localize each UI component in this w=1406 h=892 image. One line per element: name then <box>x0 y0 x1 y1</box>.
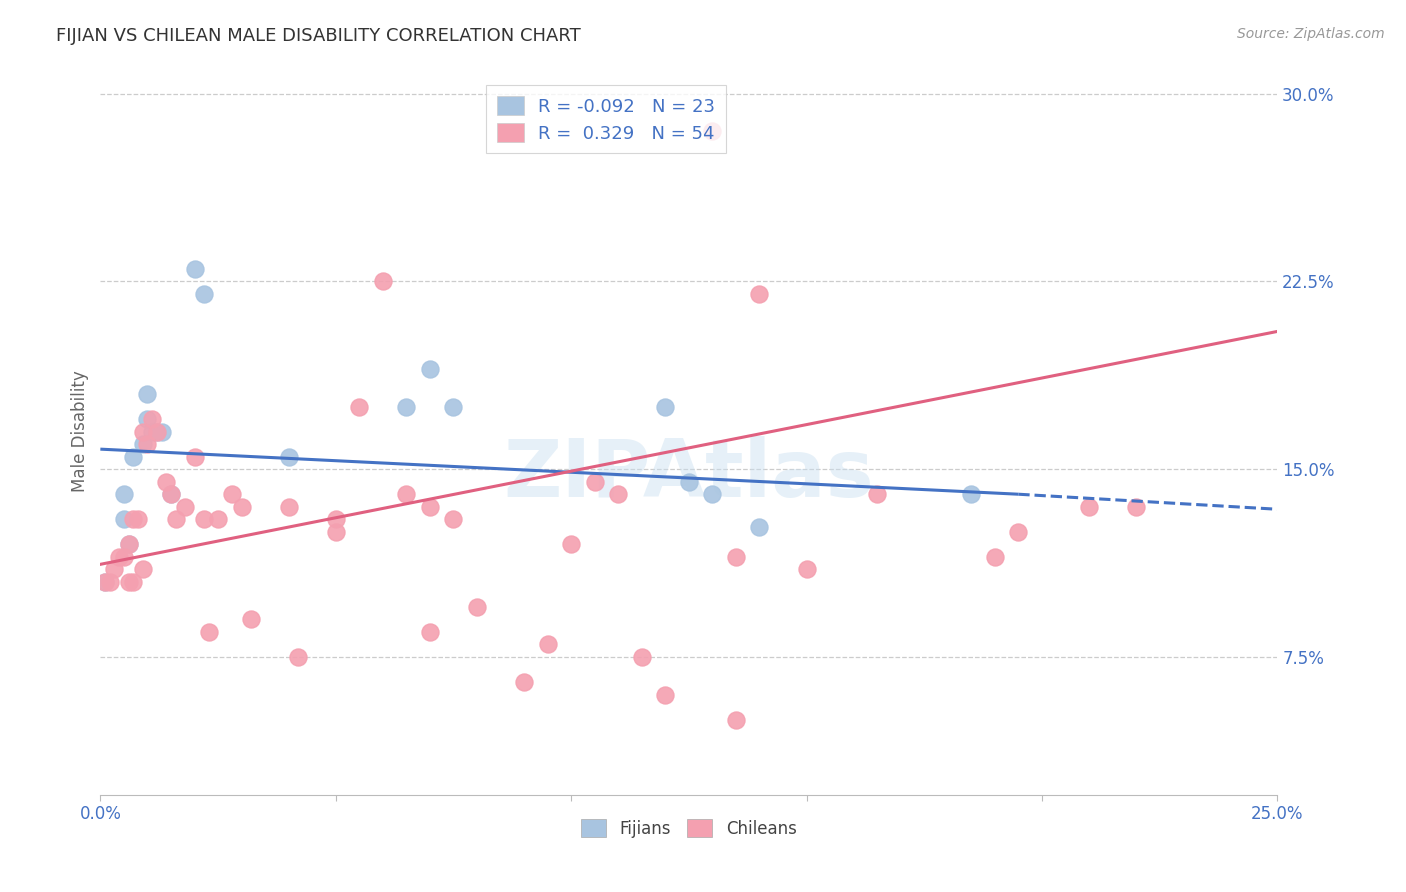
Point <box>136 437 159 451</box>
Point <box>702 487 724 501</box>
Point <box>1125 500 1147 514</box>
Point <box>108 549 131 564</box>
Point <box>419 624 441 639</box>
Point <box>724 713 747 727</box>
Point <box>160 487 183 501</box>
Point <box>146 425 169 439</box>
Point <box>277 500 299 514</box>
Point <box>150 425 173 439</box>
Point <box>748 286 770 301</box>
Point <box>132 425 155 439</box>
Point <box>654 400 676 414</box>
Point <box>1007 524 1029 539</box>
Point <box>160 487 183 501</box>
Point <box>221 487 243 501</box>
Point <box>724 549 747 564</box>
Point <box>146 425 169 439</box>
Point <box>165 512 187 526</box>
Point <box>607 487 630 501</box>
Point <box>207 512 229 526</box>
Point <box>127 512 149 526</box>
Point <box>349 400 371 414</box>
Point <box>122 512 145 526</box>
Point <box>325 524 347 539</box>
Point <box>866 487 889 501</box>
Point <box>796 562 818 576</box>
Point <box>132 437 155 451</box>
Point <box>395 487 418 501</box>
Point <box>112 487 135 501</box>
Point <box>112 549 135 564</box>
Point <box>231 500 253 514</box>
Point <box>984 549 1007 564</box>
Text: ZIPAtlas: ZIPAtlas <box>503 436 875 514</box>
Text: Source: ZipAtlas.com: Source: ZipAtlas.com <box>1237 27 1385 41</box>
Point <box>174 500 197 514</box>
Point <box>136 387 159 401</box>
Point <box>94 574 117 589</box>
Point <box>960 487 983 501</box>
Point <box>141 412 163 426</box>
Point <box>536 637 558 651</box>
Point <box>678 475 700 489</box>
Point <box>441 400 464 414</box>
Point <box>441 512 464 526</box>
Point <box>702 124 724 138</box>
Point <box>560 537 582 551</box>
Point <box>155 475 177 489</box>
Point <box>583 475 606 489</box>
Point <box>465 599 488 614</box>
Point <box>98 574 121 589</box>
Point <box>630 650 652 665</box>
Point <box>117 537 139 551</box>
Point <box>513 675 536 690</box>
Point <box>193 286 215 301</box>
Point <box>371 274 394 288</box>
Point <box>117 537 139 551</box>
Point <box>132 562 155 576</box>
Point <box>654 688 676 702</box>
Y-axis label: Male Disability: Male Disability <box>72 371 89 492</box>
Point <box>748 520 770 534</box>
Point <box>103 562 125 576</box>
Point <box>117 574 139 589</box>
Point <box>183 450 205 464</box>
Legend: Fijians, Chileans: Fijians, Chileans <box>574 813 803 845</box>
Point <box>197 624 219 639</box>
Point <box>193 512 215 526</box>
Point <box>419 362 441 376</box>
Point <box>1078 500 1101 514</box>
Point <box>395 400 418 414</box>
Point <box>122 450 145 464</box>
Point <box>419 500 441 514</box>
Point <box>94 574 117 589</box>
Point <box>141 425 163 439</box>
Point <box>122 574 145 589</box>
Point <box>325 512 347 526</box>
Point <box>136 412 159 426</box>
Point <box>277 450 299 464</box>
Point <box>240 612 263 626</box>
Text: FIJIAN VS CHILEAN MALE DISABILITY CORRELATION CHART: FIJIAN VS CHILEAN MALE DISABILITY CORREL… <box>56 27 581 45</box>
Point <box>183 261 205 276</box>
Point <box>112 512 135 526</box>
Point <box>287 650 309 665</box>
